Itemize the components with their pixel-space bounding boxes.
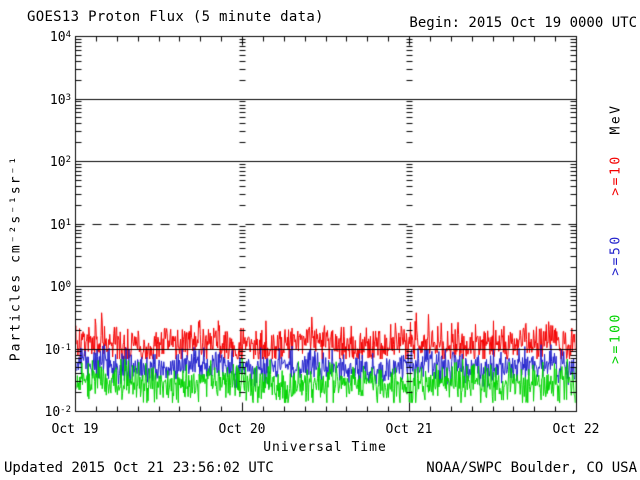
y-tick-label: 10-2 xyxy=(44,405,72,420)
x-tick-label: Oct 22 xyxy=(552,422,600,437)
begin-timestamp: Begin: 2015 Oct 19 0000 UTC xyxy=(409,15,637,31)
y-tick-label: 104 xyxy=(49,30,71,45)
chart-title: GOES13 Proton Flux (5 minute data) xyxy=(27,9,324,25)
y-tick-label: 102 xyxy=(49,155,71,170)
legend-label-mev: MeV xyxy=(608,103,624,135)
legend-label-50: >=50 xyxy=(608,234,624,276)
legend-label-100: >=100 xyxy=(608,312,624,364)
updated-timestamp: Updated 2015 Oct 21 23:56:02 UTC xyxy=(4,460,274,476)
y-tick-label: 101 xyxy=(49,217,71,233)
x-tick-label: Oct 21 xyxy=(385,422,433,437)
x-tick-label: Oct 20 xyxy=(218,422,266,437)
y-axis-title: Particles cm⁻²s⁻¹sr⁻¹ xyxy=(8,154,24,362)
x-axis-title: Universal Time xyxy=(263,440,387,455)
y-tick-label: 100 xyxy=(49,280,71,295)
y-tick-label: 103 xyxy=(49,92,71,108)
legend-label-10: >=10 xyxy=(608,154,624,196)
y-tick-label: 10-1 xyxy=(44,342,72,358)
credit-label: NOAA/SWPC Boulder, CO USA xyxy=(426,460,637,476)
x-tick-label: Oct 19 xyxy=(51,422,99,437)
